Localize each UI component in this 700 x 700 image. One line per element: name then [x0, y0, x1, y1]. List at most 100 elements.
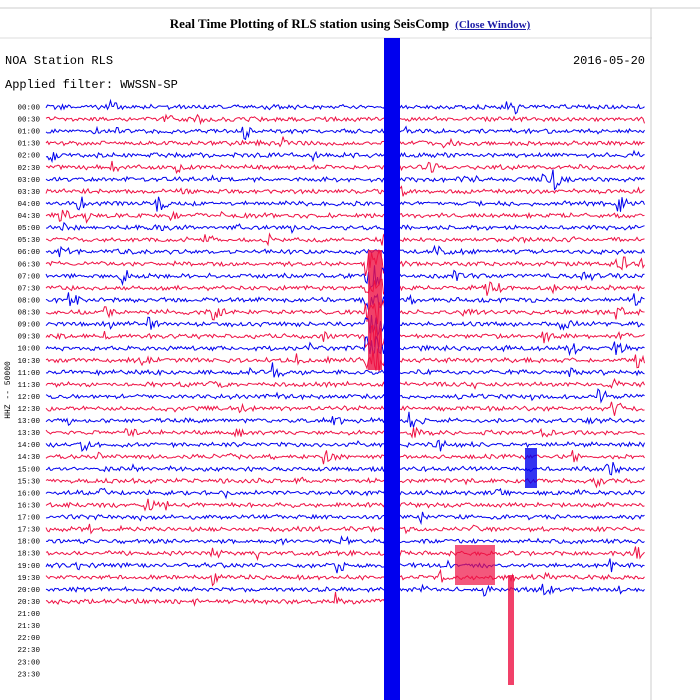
saturation-band: [384, 38, 400, 700]
time-label: 15:30: [17, 478, 40, 486]
time-label: 14:00: [17, 442, 40, 450]
time-label: 14:30: [17, 454, 40, 462]
seismic-trace: [45, 498, 645, 512]
time-label: 23:00: [17, 659, 40, 667]
seismic-trace: [45, 113, 645, 126]
time-label: 10:30: [17, 358, 40, 366]
time-label: 15:00: [17, 466, 40, 474]
time-label: 21:00: [17, 611, 40, 619]
time-label: 19:30: [17, 575, 40, 583]
channel-label: HHZ -- 50000: [4, 361, 13, 419]
time-label: 07:30: [17, 285, 40, 293]
event-burst: [455, 545, 495, 585]
seismic-trace: [45, 149, 645, 164]
time-label: 22:00: [17, 635, 40, 643]
close-window-link[interactable]: (Close Window): [455, 19, 531, 31]
time-label: 23:30: [17, 671, 40, 679]
time-label: 00:30: [17, 117, 40, 125]
time-label: 12:30: [17, 406, 40, 414]
time-label: 09:00: [17, 322, 40, 330]
seismic-trace: [45, 523, 645, 535]
seismic-trace: [45, 169, 645, 191]
seismic-trace: [45, 583, 645, 597]
time-label: 09:30: [17, 334, 40, 342]
saturation-band: [368, 250, 382, 370]
seismic-trace: [45, 388, 645, 404]
filter-label: Applied filter: WWSSN-SP: [5, 78, 178, 92]
seismic-trace: [45, 300, 645, 325]
time-label: 02:00: [17, 153, 40, 161]
time-label: 20:00: [17, 587, 40, 595]
date-label: 2016-05-20: [573, 54, 645, 68]
time-label: 06:30: [17, 261, 40, 269]
seismic-trace: [45, 248, 645, 277]
event-burst: [525, 448, 537, 488]
time-label: 12:00: [17, 394, 40, 402]
seismic-trace: [45, 136, 645, 149]
time-label: 05:00: [17, 225, 40, 233]
seismic-trace: [45, 232, 645, 247]
time-label: 13:00: [17, 418, 40, 426]
time-label: 10:00: [17, 346, 40, 354]
seismic-trace: [45, 244, 645, 258]
time-label: 07:00: [17, 273, 40, 281]
time-label: 00:00: [17, 105, 40, 113]
time-label: 11:00: [17, 370, 40, 378]
seismic-trace: [45, 377, 645, 390]
time-label: 16:30: [17, 502, 40, 510]
time-label: 08:30: [17, 310, 40, 318]
seismic-trace: [45, 476, 645, 489]
event-burst: [508, 575, 514, 685]
seismic-trace: [45, 461, 645, 476]
time-label: 13:30: [17, 430, 40, 438]
seismic-trace: [45, 411, 645, 428]
time-label: 03:30: [17, 189, 40, 197]
seismic-trace: [45, 125, 645, 141]
time-label: 17:30: [17, 527, 40, 535]
seismic-trace: [45, 314, 645, 337]
seismic-trace: [45, 439, 645, 452]
seismic-trace: [45, 450, 645, 465]
seismic-trace: [45, 535, 645, 546]
seismic-trace: [45, 221, 645, 234]
time-label: 04:30: [17, 213, 40, 221]
seismic-trace: [45, 362, 645, 378]
seismic-trace: [45, 336, 645, 357]
time-label: 22:30: [17, 647, 40, 655]
seismic-trace: [45, 401, 645, 416]
station-label: NOA Station RLS: [5, 54, 113, 68]
header: Real Time Plotting of RLS station using …: [0, 16, 700, 32]
time-label: 05:30: [17, 237, 40, 245]
time-label: 01:00: [17, 129, 40, 137]
seismic-trace: [45, 98, 645, 115]
seismic-trace: [45, 426, 645, 439]
time-label: 11:30: [17, 382, 40, 390]
seismic-trace: [45, 324, 645, 349]
time-label: 01:30: [17, 141, 40, 149]
time-label: 18:30: [17, 551, 40, 559]
seismic-trace: [45, 196, 645, 212]
time-label: 02:30: [17, 165, 40, 173]
time-label: 16:00: [17, 490, 40, 498]
seismic-trace: [45, 511, 645, 526]
time-label: 03:00: [17, 177, 40, 185]
seismic-trace: [45, 546, 645, 561]
time-label: 06:00: [17, 249, 40, 257]
seismic-trace: [45, 182, 645, 197]
time-label: 08:00: [17, 297, 40, 305]
seismic-trace: [45, 558, 645, 574]
seismic-trace: [45, 160, 645, 175]
time-label: 04:00: [17, 201, 40, 209]
seismic-trace: [45, 209, 645, 224]
seismic-trace: [45, 265, 645, 288]
seismic-trace: [45, 568, 645, 587]
page-title: Real Time Plotting of RLS station using …: [169, 16, 450, 31]
time-label: 21:30: [17, 623, 40, 631]
seismic-trace: [45, 348, 645, 372]
seismic-trace: [45, 487, 645, 500]
time-label: 17:00: [17, 515, 40, 523]
seismic-trace: [45, 591, 386, 607]
seismic-trace: [45, 278, 645, 296]
